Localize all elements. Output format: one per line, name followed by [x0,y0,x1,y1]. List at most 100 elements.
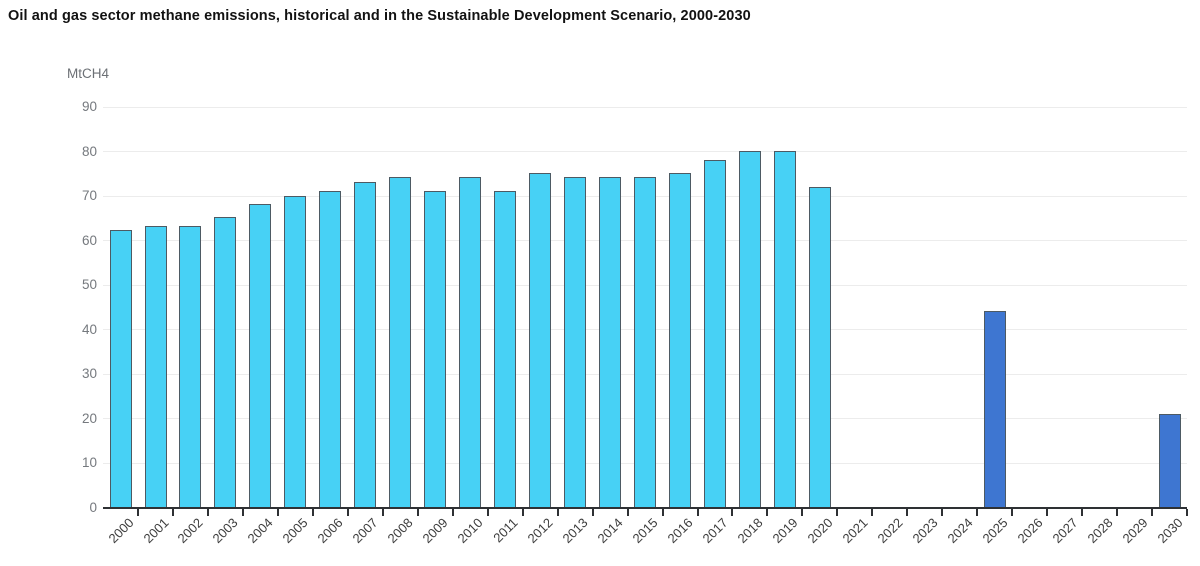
x-tick-label-2000: 2000 [105,515,137,547]
x-tick-mark [1081,509,1084,516]
y-tick-label-0: 0 [89,500,97,515]
y-tick-label-30: 30 [81,366,97,382]
bar-2004[interactable] [249,204,272,508]
x-tick-label-2006: 2006 [314,515,346,547]
x-tick-mark [486,509,489,516]
y-tick-label-80: 80 [81,143,97,159]
x-tick-mark [276,509,279,516]
x-tick-label-2008: 2008 [384,515,416,547]
x-tick-label-2005: 2005 [279,515,311,547]
x-tick-mark [1046,509,1049,516]
x-tick-mark [137,509,139,516]
x-tick-label-2021: 2021 [839,515,871,547]
x-axis-line [103,507,1187,509]
x-tick-mark [591,509,594,516]
x-tick-mark [696,509,699,516]
x-tick-mark [941,509,944,516]
x-tick-mark [766,509,769,516]
x-tick-mark [1151,509,1153,516]
y-tick-label-50: 50 [81,277,97,293]
y-tick-label-90: 90 [81,99,97,114]
x-tick-mark [311,509,314,516]
bar-2001[interactable] [144,226,167,508]
bar-2008[interactable] [389,177,412,508]
x-tick-mark [381,509,384,516]
x-tick-label-2007: 2007 [349,515,381,547]
bar-2015[interactable] [634,177,656,508]
x-tick-label-2009: 2009 [419,515,451,547]
y-tick-label-40: 40 [81,321,97,337]
bar-2012[interactable] [529,172,552,508]
y-tick-label-10: 10 [81,455,97,471]
x-tick-label-2029: 2029 [1119,515,1151,547]
chart-title: Oil and gas sector methane emissions, hi… [8,8,751,24]
x-tick-label-2016: 2016 [664,515,696,547]
bar-2011[interactable] [494,191,517,508]
bar-2014[interactable] [599,177,621,508]
x-tick-mark [801,509,804,516]
x-tick-mark [346,509,349,516]
x-tick-mark [416,509,419,516]
bar-2002[interactable] [179,226,202,508]
x-tick-label-2022: 2022 [874,515,906,547]
y-tick-label-60: 60 [81,232,97,248]
x-tick-label-2001: 2001 [140,515,172,547]
gridline-80 [103,151,1187,153]
x-tick-mark [1011,509,1014,516]
x-tick-label-2002: 2002 [174,515,206,547]
y-tick-label-70: 70 [81,188,97,204]
bar-2016[interactable] [669,172,691,508]
bar-2019[interactable] [773,150,796,508]
x-tick-mark [661,509,664,516]
x-tick-label-2018: 2018 [734,515,766,547]
bar-2000[interactable] [109,230,132,508]
x-tick-label-2030: 2030 [1154,515,1186,547]
x-tick-label-2010: 2010 [454,515,486,547]
bar-2005[interactable] [284,195,307,508]
x-tick-label-2020: 2020 [804,515,836,547]
x-tick-label-2015: 2015 [629,515,661,547]
x-tick-label-2003: 2003 [209,515,241,547]
bar-2007[interactable] [354,182,377,508]
x-tick-label-2023: 2023 [909,515,941,547]
bar-2020[interactable] [808,186,831,508]
x-tick-mark [1116,509,1119,516]
bar-2018[interactable] [738,150,761,508]
x-tick-mark [626,509,629,516]
x-tick-label-2013: 2013 [559,515,591,547]
x-tick-mark [171,509,174,516]
x-tick-label-2014: 2014 [594,515,626,547]
x-tick-label-2024: 2024 [944,515,976,547]
x-tick-mark [206,509,209,516]
x-tick-mark [871,509,874,516]
x-tick-label-2027: 2027 [1049,515,1081,547]
bar-2025[interactable] [983,311,1006,508]
x-tick-label-2019: 2019 [769,515,801,547]
x-tick-label-2028: 2028 [1084,515,1116,547]
bar-2006[interactable] [319,190,342,508]
x-tick-mark [1186,509,1188,516]
x-tick-mark [521,509,524,516]
bar-2003[interactable] [214,217,237,508]
bar-2009[interactable] [424,190,447,508]
bar-2017[interactable] [703,160,726,508]
bar-2013[interactable] [564,177,587,508]
x-tick-mark [836,509,839,516]
x-tick-mark [556,509,559,516]
x-tick-mark [731,509,734,516]
x-tick-label-2011: 2011 [490,515,521,546]
y-tick-label-20: 20 [81,410,97,426]
x-tick-mark [451,509,454,516]
y-axis-unit-label: MtCH4 [67,66,110,81]
gridline-90 [103,106,1187,108]
x-tick-label-2025: 2025 [979,515,1011,547]
x-tick-label-2012: 2012 [524,515,556,547]
bar-2030[interactable] [1158,413,1181,508]
x-tick-mark [976,509,979,516]
x-tick-mark [906,509,909,516]
x-tick-label-2004: 2004 [244,515,276,547]
x-tick-label-2017: 2017 [699,515,731,547]
bar-2010[interactable] [459,177,482,508]
x-tick-mark [241,509,244,516]
